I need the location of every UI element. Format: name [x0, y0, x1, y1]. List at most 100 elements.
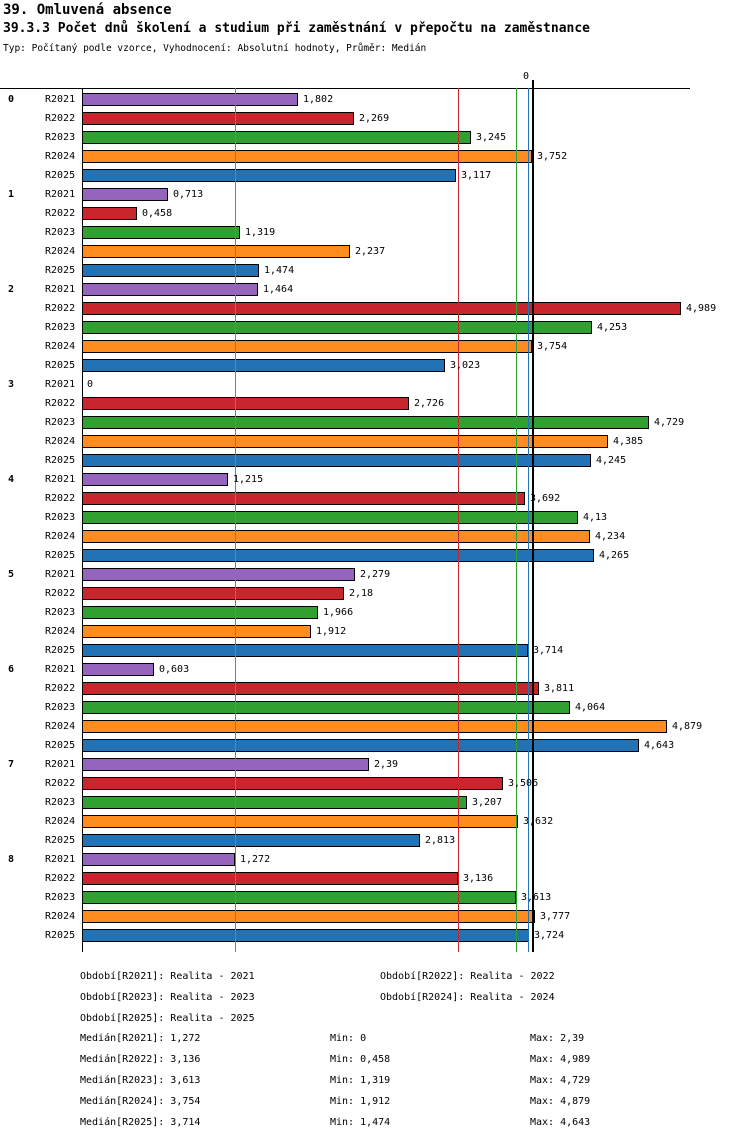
series-label: R2023 [45, 322, 76, 333]
median-line-r2022 [458, 88, 459, 952]
bar [82, 397, 409, 410]
report-title: 39. Omluvená absence [3, 2, 172, 18]
bar [82, 872, 458, 885]
bar-value-label: 3,207 [472, 797, 503, 808]
stat-min-r2023: Min: 1,319 [330, 1075, 391, 1086]
series-label: R2024 [45, 531, 76, 542]
bar [82, 473, 228, 486]
series-label: R2023 [45, 892, 76, 903]
bar [82, 112, 354, 125]
bar-value-label: 3,632 [523, 816, 554, 827]
bar [82, 720, 667, 733]
bar [82, 283, 258, 296]
bar-value-label: 4,643 [644, 740, 675, 751]
legend-item-r2024: Období[R2024]: Realita - 2024 [380, 992, 555, 1003]
group-label: 1 [8, 189, 15, 200]
stat-min-r2025: Min: 1,474 [330, 1117, 391, 1128]
bar [82, 910, 535, 923]
bar [82, 207, 137, 220]
series-label: R2025 [45, 360, 76, 371]
median-line-r2025 [528, 88, 529, 952]
legend-item-r2023: Období[R2023]: Realita - 2023 [80, 992, 255, 1003]
bar [82, 359, 445, 372]
bar [82, 302, 681, 315]
bar-value-label: 4,385 [613, 436, 644, 447]
stat-median-r2024: Medián[R2024]: 3,754 [80, 1096, 201, 1107]
axis-top-line [0, 88, 690, 89]
bar-value-label: 3,754 [537, 341, 568, 352]
series-label: R2025 [45, 455, 76, 466]
bar-value-label: 4,879 [672, 721, 703, 732]
report-meta: Typ: Počítaný podle vzorce, Vyhodnocení:… [3, 43, 427, 54]
group-label: 2 [8, 284, 15, 295]
series-label: R2022 [45, 683, 76, 694]
series-label: R2021 [45, 284, 76, 295]
series-label: R2023 [45, 417, 76, 428]
bar [82, 796, 467, 809]
bar [82, 226, 240, 239]
series-label: R2021 [45, 664, 76, 675]
value-axis-zero-label: 0 [523, 71, 530, 82]
bar-value-label: 4,253 [597, 322, 628, 333]
stat-median-r2025: Medián[R2025]: 3,714 [80, 1117, 201, 1128]
bar-value-label: 0 [87, 379, 94, 390]
report-subtitle: 39.3.3 Počet dnů školení a studium při z… [3, 21, 590, 36]
series-label: R2021 [45, 854, 76, 865]
bar-value-label: 2,269 [359, 113, 390, 124]
bar [82, 188, 168, 201]
stat-min-r2022: Min: 0,458 [330, 1054, 391, 1065]
series-label: R2024 [45, 721, 76, 732]
series-label: R2024 [45, 626, 76, 637]
series-label: R2022 [45, 493, 76, 504]
bar-value-label: 3,692 [530, 493, 561, 504]
series-label: R2024 [45, 911, 76, 922]
bar-value-label: 1,966 [323, 607, 354, 618]
bar-value-label: 4,234 [595, 531, 626, 542]
bar-value-label: 0,603 [159, 664, 190, 675]
bar [82, 891, 516, 904]
series-label: R2024 [45, 151, 76, 162]
legend-item-r2022: Období[R2022]: Realita - 2022 [380, 971, 555, 982]
series-label: R2021 [45, 94, 76, 105]
group-label: 3 [8, 379, 15, 390]
series-label: R2024 [45, 816, 76, 827]
bar-value-label: 2,279 [360, 569, 391, 580]
bar-value-label: 4,13 [583, 512, 608, 523]
bar-value-label: 2,237 [355, 246, 386, 257]
series-label: R2022 [45, 873, 76, 884]
bar [82, 169, 456, 182]
bar-value-label: 4,064 [575, 702, 606, 713]
bar [82, 625, 311, 638]
bar [82, 853, 235, 866]
bar-value-label: 1,474 [264, 265, 295, 276]
stat-max-r2021: Max: 2,39 [530, 1033, 585, 1044]
bar [82, 777, 503, 790]
bar [82, 739, 639, 752]
bar-value-label: 0,458 [142, 208, 173, 219]
bar [82, 93, 298, 106]
series-label: R2025 [45, 835, 76, 846]
bar-value-label: 4,989 [686, 303, 717, 314]
bar [82, 663, 154, 676]
stat-max-r2022: Max: 4,989 [530, 1054, 591, 1065]
series-label: R2023 [45, 132, 76, 143]
bar [82, 568, 355, 581]
bar [82, 435, 608, 448]
series-label: R2025 [45, 930, 76, 941]
bar-value-label: 3,811 [544, 683, 575, 694]
series-label: R2025 [45, 550, 76, 561]
stat-median-r2023: Medián[R2023]: 3,613 [80, 1075, 201, 1086]
series-label: R2022 [45, 208, 76, 219]
group-label: 8 [8, 854, 15, 865]
bar [82, 150, 532, 163]
series-label: R2021 [45, 474, 76, 485]
bar [82, 131, 471, 144]
stat-max-r2025: Max: 4,643 [530, 1117, 591, 1128]
series-label: R2025 [45, 170, 76, 181]
bar [82, 644, 528, 657]
stat-min-r2021: Min: 0 [330, 1033, 367, 1044]
legend-item-r2025: Období[R2025]: Realita - 2025 [80, 1013, 255, 1024]
bar [82, 587, 344, 600]
series-label: R2023 [45, 512, 76, 523]
bar [82, 815, 518, 828]
